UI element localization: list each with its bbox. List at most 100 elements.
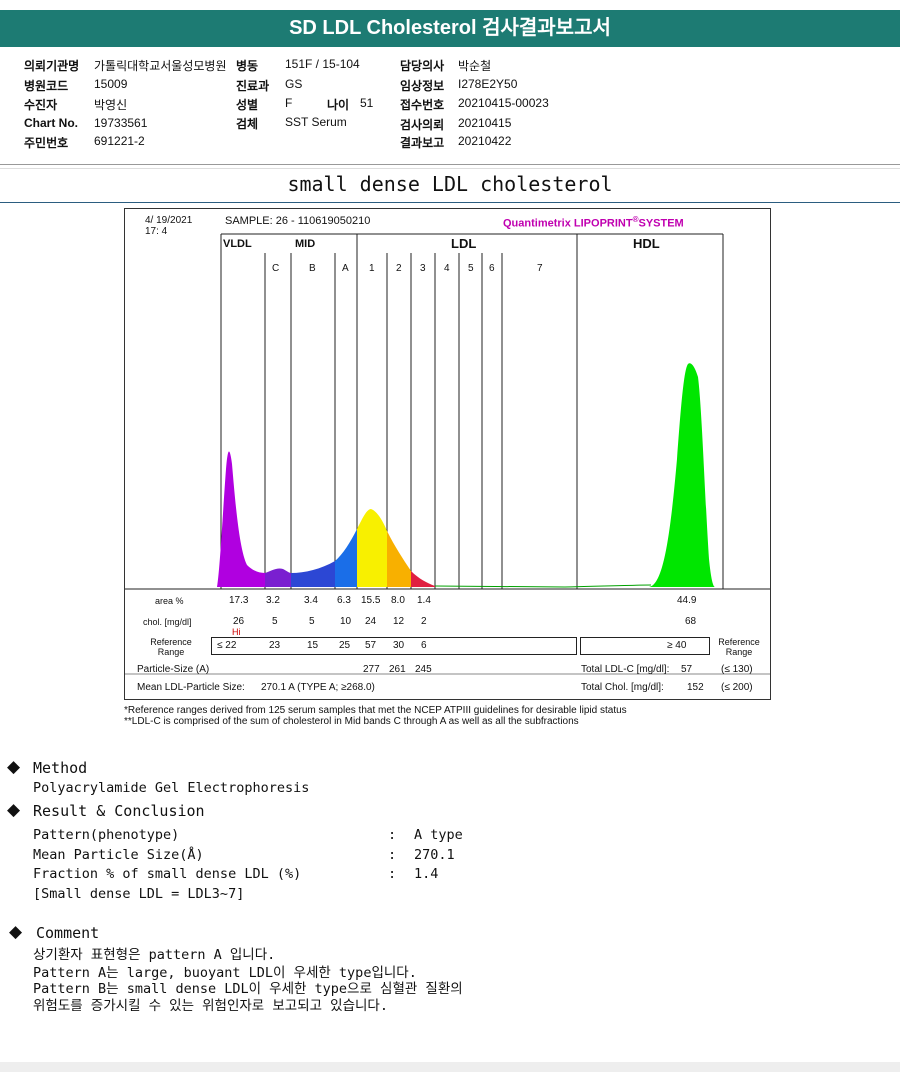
particle-size-2: 261 <box>389 664 406 675</box>
chol-ldl3: 2 <box>421 616 427 627</box>
band-label-6: 6 <box>489 263 495 274</box>
ref-vldl: ≤ 22 <box>217 640 237 651</box>
band-label-1: 1 <box>369 263 375 274</box>
label-chart-no: Chart No. <box>24 116 78 130</box>
divider <box>0 202 900 203</box>
ref-ldl1: 57 <box>365 640 377 651</box>
result-colon: : <box>388 847 397 863</box>
ref-ldl3: 6 <box>421 640 427 651</box>
method-text: Polyacrylamide Gel Electrophoresis <box>33 780 310 796</box>
total-ldlc-value: 57 <box>681 664 693 675</box>
patient-info: 의뢰기관명 가톨릭대학교서울성모병원 병동 151F / 15-104 담당의사… <box>0 0 900 160</box>
value-hospital: 가톨릭대학교서울성모병원 <box>94 59 227 73</box>
value-hospital-code: 15009 <box>94 77 128 91</box>
value-ward: 151F / 15-104 <box>285 57 360 71</box>
report-title: SD LDL Cholesterol 검사결과보고서 <box>0 10 900 47</box>
chol-hdl: 68 <box>685 616 697 627</box>
ldl-tail <box>434 584 652 588</box>
total-ldlc-label: Total LDL-C [mg/dl]: <box>581 664 670 675</box>
mean-size-value: 270.1 A (TYPE A; ≥268.0) <box>261 682 375 693</box>
value-clinical-info: I278E2Y50 <box>458 77 518 91</box>
label-request-date: 검사의뢰 <box>400 118 445 132</box>
label-ward: 병동 <box>236 59 259 73</box>
label-age: 나이 <box>327 98 350 112</box>
comment-line: 상기환자 표현형은 pattern A 입니다. <box>33 947 276 963</box>
total-chol-label: Total Chol. [mg/dl]: <box>581 682 664 693</box>
ref-b: 15 <box>307 640 319 651</box>
run-date: 4/ 19/2021 <box>145 215 193 226</box>
group-vldl: VLDL <box>223 238 252 250</box>
result-colon: : <box>388 827 397 843</box>
comment-line: 위험도를 증가시킬 수 있는 위험인자로 보고되고 있습니다. <box>33 998 388 1014</box>
result-label-pattern: Pattern(phenotype) <box>33 827 180 843</box>
reference-range-label: Reference Range <box>150 637 192 657</box>
reference-range-label-right: Reference Range <box>718 637 760 657</box>
divider <box>0 168 900 169</box>
diamond-bullet-icon: ◆ <box>9 922 23 942</box>
result-label-size: Mean Particle Size(Å) <box>33 847 204 863</box>
label-sex: 성별 <box>236 98 259 112</box>
ref-hdl: ≥ 40 <box>667 640 687 651</box>
value-sex: F <box>285 96 293 110</box>
label-hospital: 의뢰기관명 <box>24 59 80 73</box>
result-note: [Small dense LDL = LDL3~7] <box>33 886 245 902</box>
footnote-1: *Reference ranges derived from 125 serum… <box>124 705 627 716</box>
ref-a: 25 <box>339 640 351 651</box>
comment-title: Comment <box>36 924 100 942</box>
group-hdl: HDL <box>633 236 660 251</box>
label-doctor: 담당의사 <box>400 59 445 73</box>
particle-size-label: Particle-Size (A) <box>137 664 210 675</box>
band-label-7: 7 <box>537 263 543 274</box>
area-a: 6.3 <box>337 595 351 606</box>
area-c: 3.2 <box>266 595 280 606</box>
band-label-c: C <box>272 263 280 274</box>
sample-id: SAMPLE: 26 - 110619050210 <box>225 215 371 227</box>
total-ldlc-ref: (≤ 130) <box>721 664 753 675</box>
chol-c: 5 <box>272 616 278 627</box>
area-vldl: 17.3 <box>229 595 249 606</box>
chol-vldl: 26 <box>233 616 245 627</box>
system-name: Quantimetrix LIPOPRINT®SYSTEM <box>503 215 684 230</box>
result-value-size: 270.1 <box>414 847 455 863</box>
result-value-fraction: 1.4 <box>414 866 439 882</box>
group-ldl: LDL <box>451 236 477 251</box>
section-title: small dense LDL cholesterol <box>287 172 613 196</box>
diamond-bullet-icon: ◆ <box>7 800 21 820</box>
band-label-4: 4 <box>444 263 450 274</box>
ref-c: 23 <box>269 640 281 651</box>
chol-b: 5 <box>309 616 315 627</box>
mean-size-label: Mean LDL-Particle Size: <box>137 682 245 693</box>
value-department: GS <box>285 77 303 91</box>
value-chart-no: 19733561 <box>94 116 148 130</box>
band-label-3: 3 <box>420 263 426 274</box>
hdl-peak <box>649 363 715 587</box>
electrophoresis-graph <box>125 233 770 675</box>
value-resident-no: 691221-2 <box>94 134 145 148</box>
comment-line: Pattern A는 large, buoyant LDL이 우세한 type입… <box>33 965 417 981</box>
value-age: 51 <box>360 96 374 110</box>
hi-flag: Hi <box>232 627 241 637</box>
area-ldl1: 15.5 <box>361 595 381 606</box>
chol-ldl1: 24 <box>365 616 377 627</box>
chol-ldl2: 12 <box>393 616 405 627</box>
mid-a-band <box>335 529 357 587</box>
area-hdl: 44.9 <box>677 595 697 606</box>
ref-ldl2: 30 <box>393 640 405 651</box>
area-ldl2: 8.0 <box>391 595 405 606</box>
label-report-date: 결과보고 <box>400 136 445 150</box>
system-name-text: Quantimetrix LIPOPRINT <box>503 217 633 230</box>
diamond-bullet-icon: ◆ <box>7 757 21 777</box>
area-row-label: area % <box>155 596 184 606</box>
ldl3-band <box>411 571 435 587</box>
value-receipt-no: 20210415-00023 <box>458 96 549 110</box>
ldl1-band <box>357 509 387 587</box>
area-ldl3: 1.4 <box>417 595 431 606</box>
area-b: 3.4 <box>304 595 318 606</box>
chol-row-label: chol. [mg/dl] <box>143 617 192 627</box>
result-label-fraction: Fraction % of small dense LDL (%) <box>33 866 302 882</box>
label-specimen: 검체 <box>236 117 259 131</box>
value-specimen: SST Serum <box>285 115 347 129</box>
ldl2-band <box>387 531 411 587</box>
vldl-peak <box>217 451 265 587</box>
mid-b-band <box>291 561 335 587</box>
